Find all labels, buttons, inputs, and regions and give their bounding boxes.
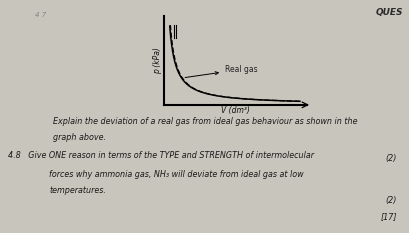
Text: 4.8   Give ONE reason in terms of the TYPE and STRENGTH of intermolecular: 4.8 Give ONE reason in terms of the TYPE…: [8, 151, 314, 161]
Text: Explain the deviation of a real gas from ideal gas behaviour as shown in the: Explain the deviation of a real gas from…: [53, 116, 357, 126]
Y-axis label: p (kPa): p (kPa): [153, 47, 162, 74]
X-axis label: V (dm³): V (dm³): [221, 106, 249, 115]
Text: forces why ammonia gas, NH₃ will deviate from ideal gas at low: forces why ammonia gas, NH₃ will deviate…: [49, 170, 304, 179]
Text: graph above.: graph above.: [53, 133, 106, 142]
Text: Real gas: Real gas: [185, 65, 258, 78]
Text: (2): (2): [385, 154, 397, 163]
Text: QUES: QUES: [375, 8, 403, 17]
Text: [17]: [17]: [380, 212, 397, 221]
Text: (2): (2): [385, 196, 397, 205]
Text: 4 7: 4 7: [35, 12, 47, 18]
Text: temperatures.: temperatures.: [49, 186, 106, 195]
